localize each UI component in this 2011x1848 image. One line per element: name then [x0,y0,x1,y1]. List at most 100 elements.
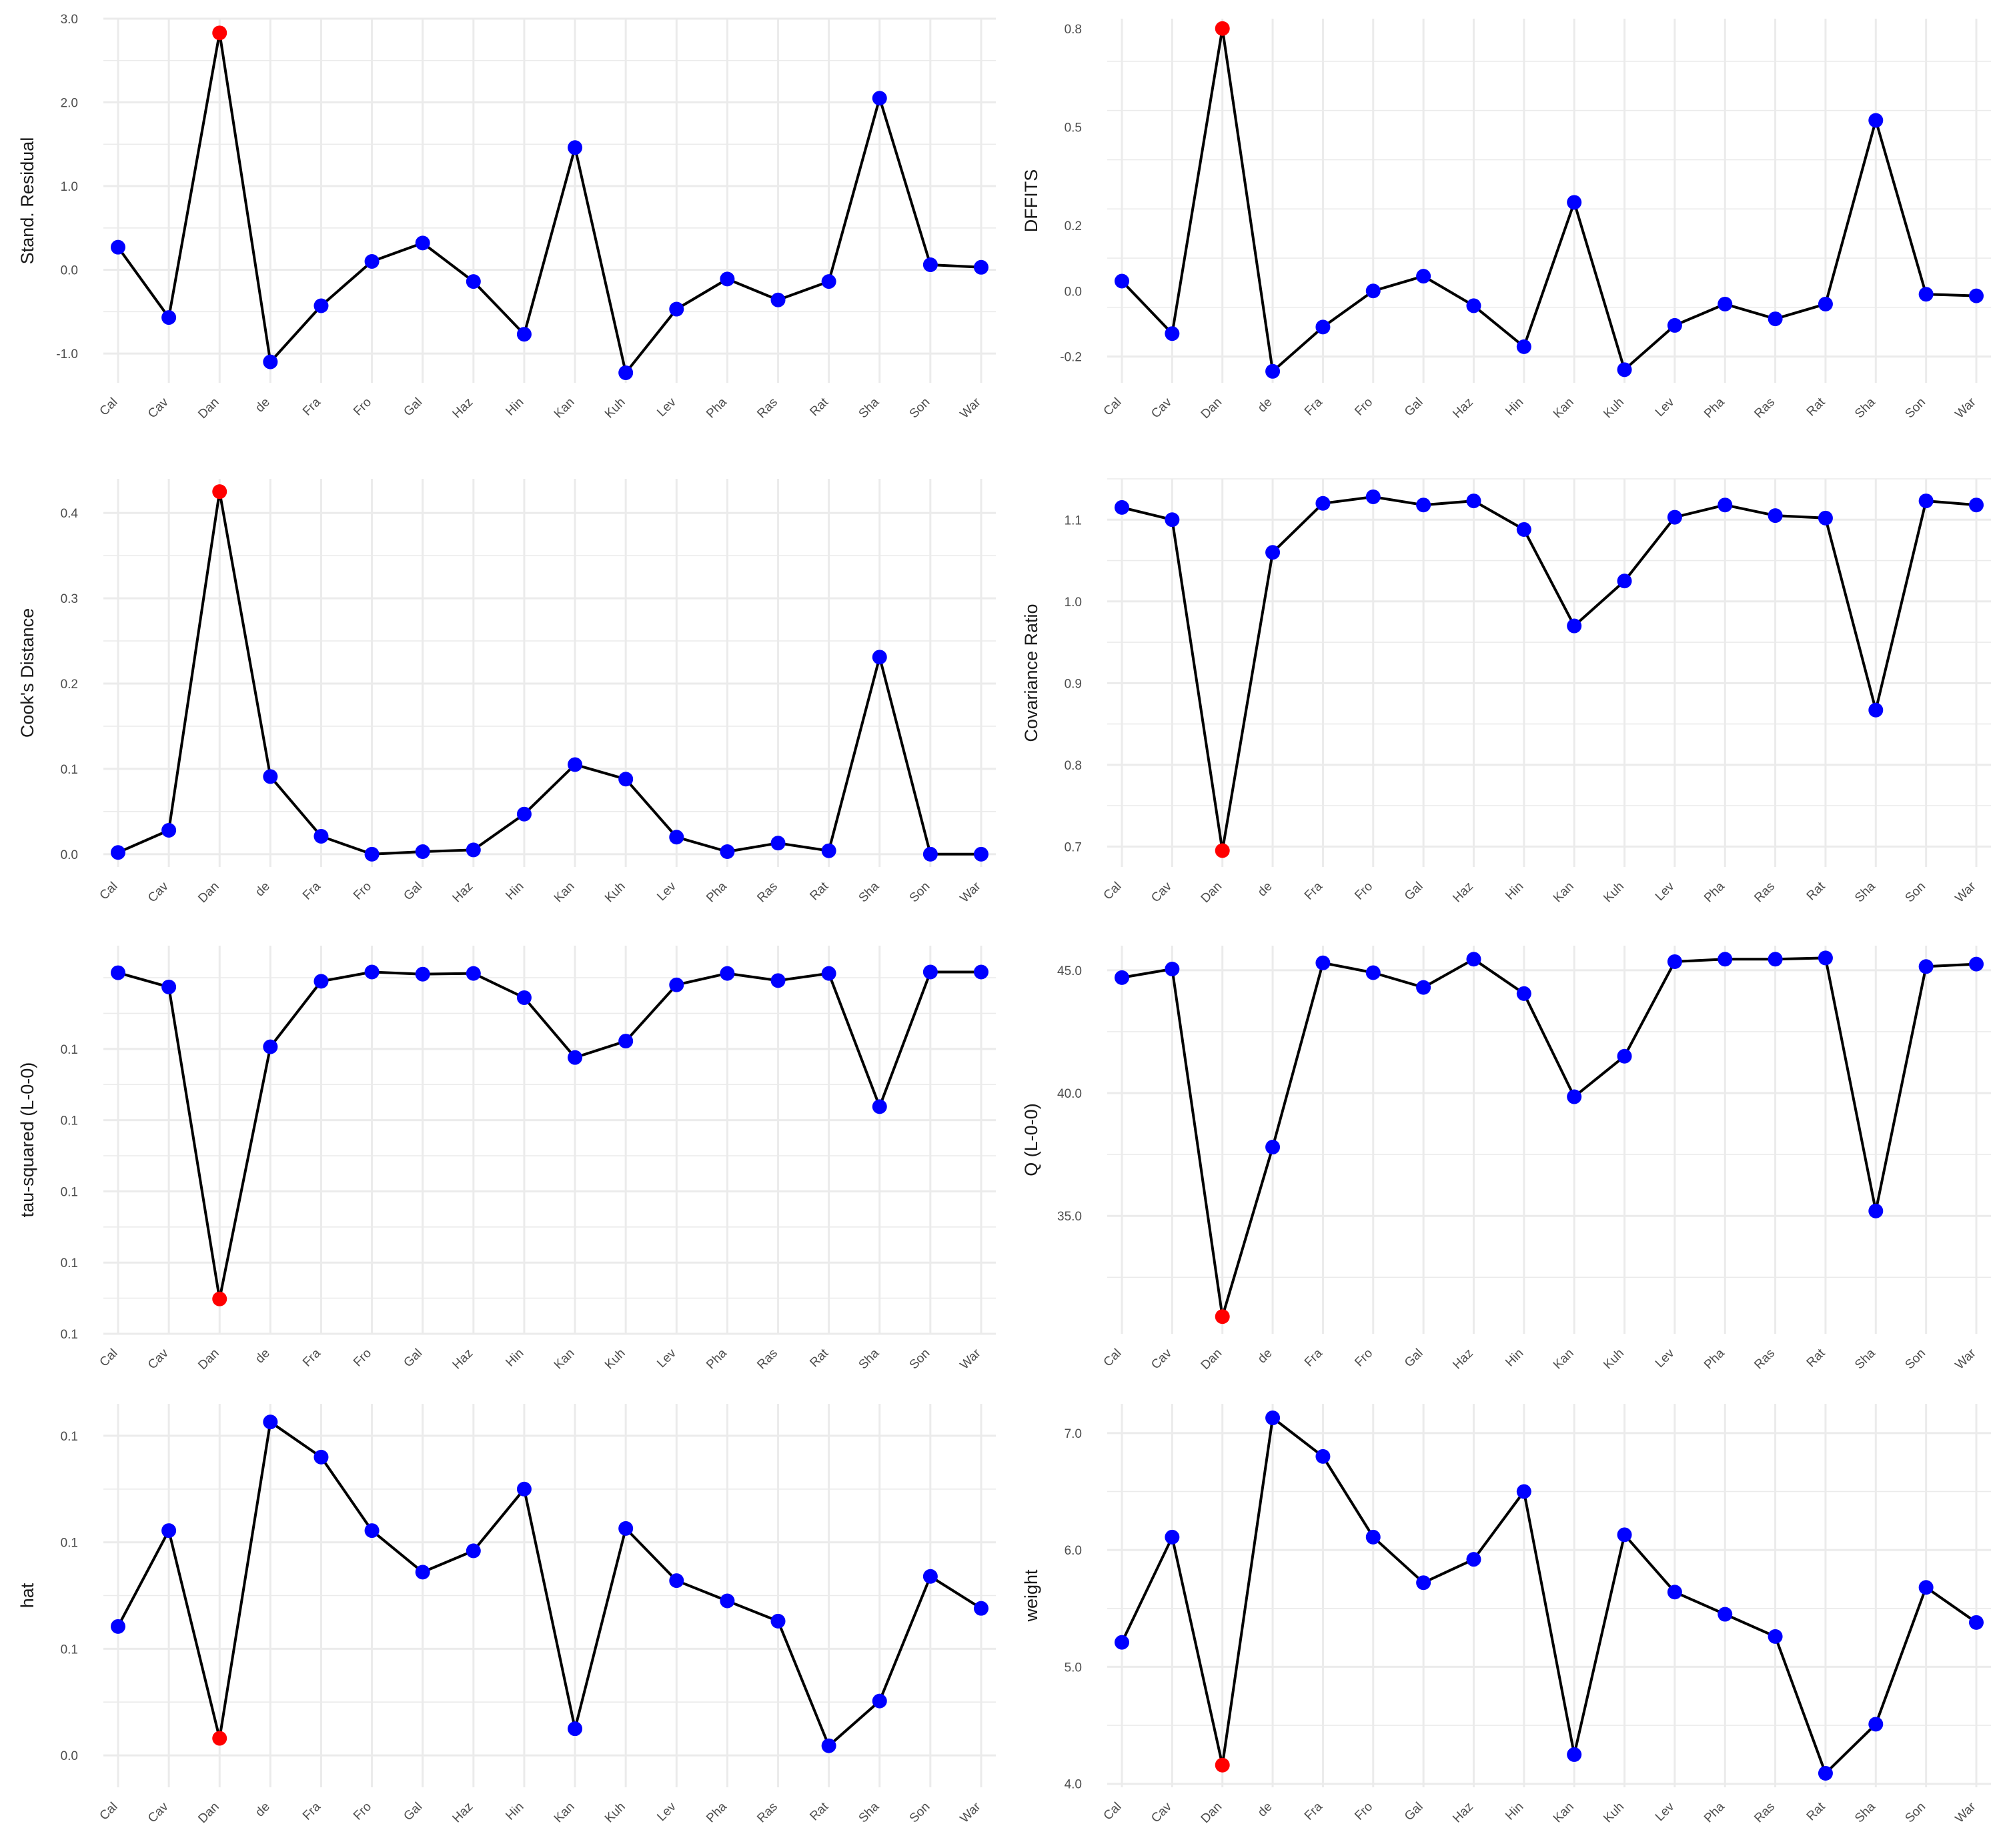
y-axis-title: weight [1021,1569,1041,1623]
data-point [1617,362,1632,377]
data-point [1868,702,1884,718]
x-tick-label: Fra [1302,1346,1325,1369]
x-tick-label: Fra [1302,879,1325,902]
data-point [1868,113,1884,128]
data-point [1516,1484,1531,1499]
data-point [974,846,988,862]
data-point [1365,283,1381,299]
x-tick-label: Cav [145,1346,171,1372]
x-tick-label: de [1255,880,1275,900]
y-axis-title: Stand. Residual [17,137,37,265]
hat-panel: 0.1 0.1 0.1 0.0 Cal Cav Dan de Fra Fro Gal Haz Hin Ka… [17,1404,996,1826]
y-tick-label: 0.2 [1065,219,1082,233]
data-point [1918,494,1934,509]
x-tick-label: War [1953,395,1979,421]
x-tick-label: Kuh [602,1346,628,1372]
x-tick-label: Cav [1149,879,1175,905]
x-tick-label: Kuh [602,880,628,906]
x-tick-label: Pha [1702,1346,1728,1372]
data-point [922,257,938,273]
x-tick-label: War [1953,879,1979,905]
x-tick-label: Gal [401,395,425,419]
x-tick-label: Sha [1852,1799,1878,1825]
x-tick-label: Haz [450,880,476,906]
cooks-distance-panel: 0.4 0.3 0.2 0.1 0.0 Cal Cav Dan de Fra Fro Gal Haz Hi… [17,479,996,906]
data-point [1115,273,1129,289]
x-tick-label: Ras [754,1800,780,1826]
data-point [1315,955,1331,970]
data-point [922,1569,938,1584]
data-point [720,271,735,287]
x-tick-label: Rat [807,1799,831,1823]
data-point [974,964,988,980]
y-tick-label: 0.1 [61,1430,78,1444]
x-tick-label: War [958,1346,984,1372]
x-tick-label: Lev [1653,395,1678,419]
x-tick-label: Fro [351,880,374,903]
x-tick-label: Cal [97,880,121,903]
data-point [618,1521,634,1536]
data-point [770,1613,786,1629]
x-tick-label: Sha [1852,1346,1878,1372]
data-point [720,844,735,859]
data-point [922,964,938,980]
x-tick-label: Kan [552,1346,578,1372]
x-tick-label: de [1255,395,1275,415]
x-tick-label: Cav [1149,1799,1175,1825]
data-point [1315,496,1331,511]
data-point [1516,522,1531,537]
x-tick-label: Kan [1551,395,1577,421]
x-tick-label: Gal [1402,880,1426,904]
x-tick-label: Kan [1551,880,1577,906]
x-tick-label: Cal [97,395,121,419]
x-tick-label: Gal [401,1346,425,1370]
series-line [1121,956,1977,1318]
data-point [1718,952,1733,967]
data-point [1365,489,1381,504]
x-tick-label: Pha [704,395,730,421]
x-tick-label: Dan [1199,1346,1225,1372]
data-point [1466,298,1481,313]
data-point [415,1565,430,1580]
x-tick-label: Fro [351,1800,374,1823]
x-tick-label: Kuh [1601,1800,1627,1826]
data-point [1567,195,1582,210]
data-point [1768,311,1783,327]
x-tick-label: Sha [856,1799,882,1825]
y-tick-label: 40.0 [1057,1087,1082,1101]
data-point [669,977,684,992]
data-point [1969,498,1984,513]
data-point [1365,1529,1381,1545]
x-tick-label: Sha [856,1346,882,1372]
x-tick-label: Son [1902,1346,1928,1372]
data-point [1818,510,1833,526]
data-point [770,836,786,851]
x-tick-label: Hin [503,1800,526,1823]
x-tick-label: Ras [754,1346,780,1372]
x-tick-label: Ras [1752,1800,1778,1826]
x-tick-label: Kuh [602,395,628,421]
x-tick-label: Son [1902,395,1928,421]
data-point [516,990,532,1005]
data-point [1918,1580,1934,1595]
x-tick-label: Haz [1450,1346,1476,1372]
data-point [720,966,735,981]
x-tick-label: Sha [1852,395,1878,421]
data-point [1165,326,1180,341]
x-tick-label: Haz [450,1346,476,1372]
x-tick-label: Fra [1302,395,1325,418]
y-tick-label: 1.0 [61,180,78,194]
x-tick-label: War [958,1799,984,1825]
data-point [1416,1575,1431,1591]
x-tick-label: Pha [1702,879,1728,905]
highlighted-data-point [1215,21,1230,36]
highlighted-data-point [212,484,227,500]
data-point [313,974,329,989]
x-tick-label: Dan [195,1800,221,1826]
y-tick-label: 0.1 [61,1537,78,1551]
y-tick-label: 0.8 [1065,23,1082,37]
x-tick-label: Cal [97,1800,121,1823]
data-point [161,979,177,994]
data-point [516,327,532,342]
highlighted-data-point [212,1731,227,1746]
